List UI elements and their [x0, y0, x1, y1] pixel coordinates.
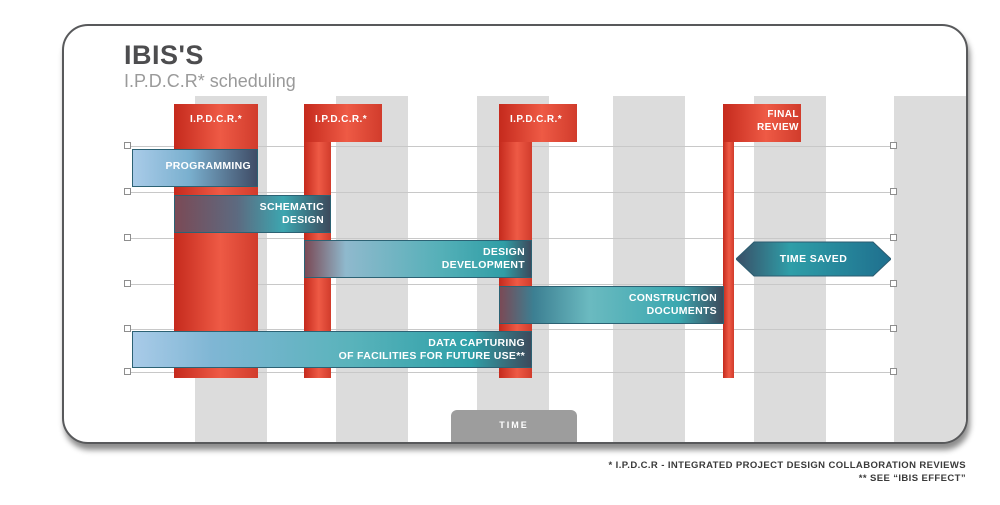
- time-saved-arrow: TIME SAVED: [735, 241, 892, 277]
- task-bar-design-development: DESIGN DEVELOPMENT: [304, 240, 532, 278]
- task-label-line2: DEVELOPMENT: [441, 259, 525, 271]
- final-review-label-line1: FINAL: [767, 109, 799, 120]
- time-saved-label: TIME SAVED: [779, 253, 848, 265]
- review-label-1: I.P.D.C.R.*: [190, 114, 243, 125]
- lane-marker: [124, 280, 131, 287]
- lane-marker: [890, 142, 897, 149]
- review-bar-3-tab: [499, 104, 577, 142]
- task-label-line1: PROGRAMMING: [165, 160, 251, 172]
- lane-marker: [890, 188, 897, 195]
- time-axis-label: TIME: [499, 420, 529, 430]
- diagram-subtitle: I.P.D.C.R* scheduling: [124, 71, 296, 91]
- diagram-title: IBIS'S: [124, 40, 204, 70]
- lane-marker: [124, 188, 131, 195]
- task-label-construction-documents: CONSTRUCTION DOCUMENTS: [629, 292, 717, 318]
- task-label-line1: DESIGN: [482, 246, 525, 258]
- time-axis-tab: TIME: [451, 410, 577, 442]
- schedule-diagram-panel: IBIS'S I.P.D.C.R* scheduling I.P.D.C.R.*…: [62, 24, 968, 444]
- lane-marker: [124, 142, 131, 149]
- review-label-3: I.P.D.C.R.*: [510, 114, 563, 125]
- column-stripe: [613, 96, 685, 442]
- task-label-line1: DATA CAPTURING: [428, 336, 525, 349]
- task-label-data-capturing: DATA CAPTURING OF FACILITIES FOR FUTURE …: [339, 337, 525, 363]
- task-label-line1: CONSTRUCTION: [628, 292, 717, 304]
- lane-marker: [890, 368, 897, 375]
- task-label-design-development: DESIGN DEVELOPMENT: [442, 246, 525, 272]
- lane-marker: [124, 234, 131, 241]
- final-review-label: FINAL REVIEW: [757, 108, 799, 134]
- review-bar-2-tab: [304, 104, 382, 142]
- final-review-tab: [723, 104, 801, 142]
- task-label-line2: DOCUMENTS: [646, 305, 717, 317]
- task-label-line1: SCHEMATIC: [259, 201, 324, 213]
- task-bar-programming: PROGRAMMING: [132, 149, 258, 187]
- lane-marker: [890, 325, 897, 332]
- lane-marker: [890, 234, 897, 241]
- task-bar-data-capturing: DATA CAPTURING OF FACILITIES FOR FUTURE …: [132, 331, 532, 368]
- task-label-line2: DESIGN: [281, 214, 324, 226]
- column-stripe: [894, 96, 966, 442]
- task-label-line2: OF FACILITIES FOR FUTURE USE**: [338, 349, 525, 362]
- final-review-label-line2: REVIEW: [757, 122, 799, 133]
- footnote-ibis-effect: ** SEE “IBIS EFFECT”: [858, 473, 966, 484]
- lane-marker: [124, 368, 131, 375]
- lane-marker: [124, 325, 131, 332]
- final-review-bar: [723, 104, 734, 378]
- task-bar-construction-documents: CONSTRUCTION DOCUMENTS: [499, 286, 724, 324]
- task-label-programming: PROGRAMMING: [165, 160, 251, 173]
- task-bar-schematic-design: SCHEMATIC DESIGN: [174, 195, 331, 233]
- review-label-2: I.P.D.C.R.*: [315, 114, 368, 125]
- lane-marker: [890, 280, 897, 287]
- footnote-ipdcr: * I.P.D.C.R - INTEGRATED PROJECT DESIGN …: [608, 460, 966, 471]
- task-label-schematic-design: SCHEMATIC DESIGN: [260, 201, 324, 227]
